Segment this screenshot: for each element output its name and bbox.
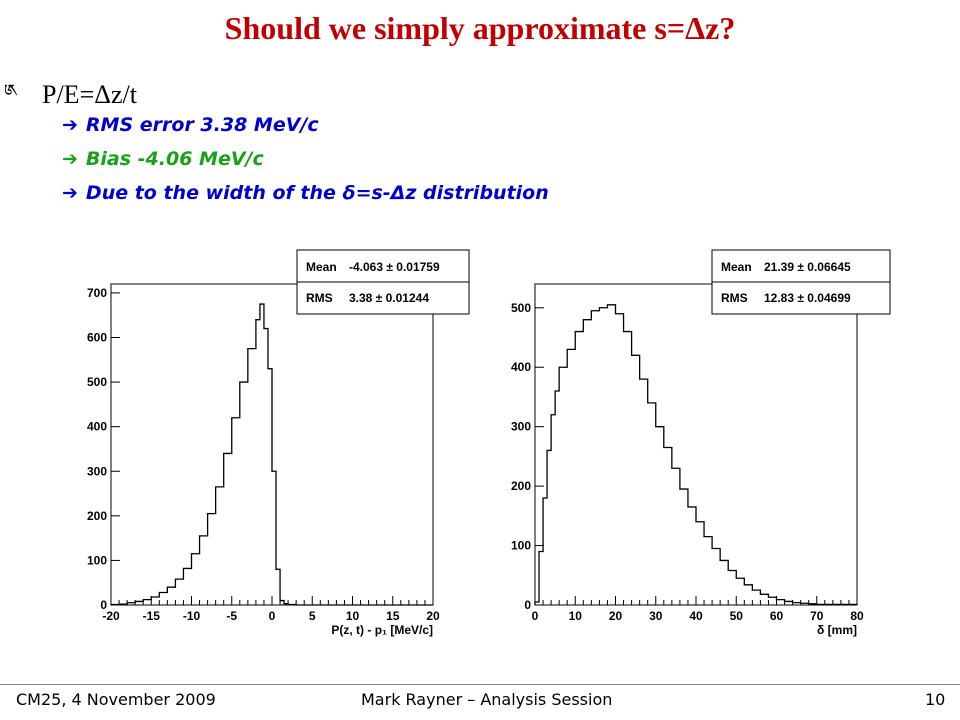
histogram-series <box>534 304 858 606</box>
x-tick-label: 50 <box>730 609 744 623</box>
x-tick-label: 0 <box>532 609 539 623</box>
histogram-charts: -20 -15 -10 -5 0 5 10 15 20010020030040050060070… <box>87 249 891 637</box>
x-tick-label: 0 <box>269 609 276 623</box>
x-tick-label: -5 <box>226 609 237 623</box>
footer-page-number: 10 <box>925 690 946 709</box>
x-tick-label: 80 <box>850 609 864 623</box>
y-tick-label: 100 <box>87 553 107 567</box>
y-tick-label: 0 <box>100 598 107 612</box>
histogram-2: 0 10 20 30 40 50 60 70 80 0 100 200 300 400 500 δ [mm] M… <box>511 249 891 637</box>
stat-value: 12.83 ± 0.04699 <box>764 291 851 305</box>
stat-label: RMS <box>721 291 748 305</box>
x-tick-label: 15 <box>386 609 400 623</box>
x-tick-label: 10 <box>569 609 583 623</box>
x-tick-label: 20 <box>609 609 623 623</box>
y-tick-label: 400 <box>87 420 107 434</box>
x-tick-label: 70 <box>810 609 824 623</box>
y-tick-label: 200 <box>87 509 107 523</box>
sub-bullet-text: Bias -4.06 MeV/c <box>85 148 264 170</box>
main-bullet-text: P/E=Δz/t <box>42 79 137 109</box>
x-axis-label: δ [mm] <box>817 623 857 637</box>
x-tick-label: -10 <box>183 609 201 623</box>
x-tick-label: 60 <box>770 609 784 623</box>
y-tick-label: 100 <box>511 539 531 553</box>
sub-bullet-width: ➔ Due to the width of the δ=s-Δz distribu… <box>62 182 549 204</box>
stat-label: Mean <box>306 260 337 274</box>
y-tick-label: 500 <box>511 301 531 315</box>
sub-bullet-bias: ➔ Bias -4.06 MeV/c <box>62 148 264 170</box>
x-tick-label: 40 <box>689 609 703 623</box>
main-bullet: ༁ P/E=Δz/t <box>4 72 137 122</box>
x-axis-label: P(z, t) - p₁ [MeV/c] <box>331 623 433 637</box>
histogram-series <box>110 303 433 606</box>
stat-label: RMS <box>306 291 333 305</box>
stat-label: Mean <box>721 260 752 274</box>
arrow-icon: ➔ <box>62 182 78 204</box>
sub-bullet-text: RMS error 3.38 MeV/c <box>85 114 319 136</box>
arrow-icon: ➔ <box>62 148 78 170</box>
x-tick-label: 5 <box>309 609 316 623</box>
y-tick-label: 500 <box>87 375 107 389</box>
y-tick-label: 300 <box>87 464 107 478</box>
sub-bullet-text: Due to the width of the δ=s-Δz distribut… <box>85 182 549 204</box>
arrow-icon: ➔ <box>62 114 78 136</box>
x-tick-label: 10 <box>346 609 360 623</box>
y-tick-label: 400 <box>511 360 531 374</box>
x-tick-label: 30 <box>649 609 663 623</box>
footer-left: CM25, 4 November 2009 <box>16 690 216 709</box>
footer-divider <box>0 684 960 685</box>
x-tick-label: -20 <box>102 609 120 623</box>
y-tick-label: 700 <box>87 286 107 300</box>
y-tick-label: 0 <box>524 598 531 612</box>
stat-value: 21.39 ± 0.06645 <box>764 260 851 274</box>
sub-bullet-rms: ➔ RMS error 3.38 MeV/c <box>62 114 319 136</box>
stat-value: -4.063 ± 0.01759 <box>349 260 440 274</box>
y-tick-label: 300 <box>511 420 531 434</box>
y-tick-label: 200 <box>511 479 531 493</box>
x-tick-label: -15 <box>143 609 161 623</box>
histogram-1: -20 -15 -10 -5 0 5 10 15 20010020030040050060070… <box>87 249 470 637</box>
x-tick-label: 20 <box>426 609 440 623</box>
bullet-marker-icon: ༁ <box>4 81 19 101</box>
y-tick-label: 600 <box>87 331 107 345</box>
slide-title: Should we simply approximate s=Δz? <box>224 10 736 46</box>
footer-center: Mark Rayner – Analysis Session <box>361 690 613 709</box>
stat-value: 3.38 ± 0.01244 <box>349 291 429 305</box>
